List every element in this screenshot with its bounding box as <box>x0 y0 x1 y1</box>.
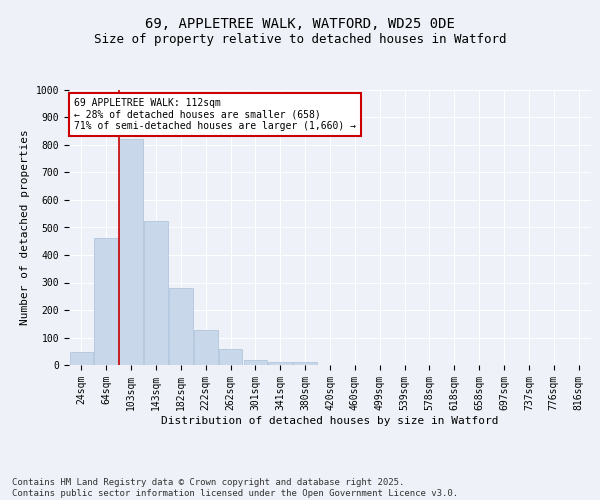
Bar <box>219 349 242 365</box>
Text: 69 APPLETREE WALK: 112sqm
← 28% of detached houses are smaller (658)
71% of semi: 69 APPLETREE WALK: 112sqm ← 28% of detac… <box>74 98 356 132</box>
Bar <box>293 362 317 365</box>
Text: Contains HM Land Registry data © Crown copyright and database right 2025.
Contai: Contains HM Land Registry data © Crown c… <box>12 478 458 498</box>
Bar <box>119 140 143 365</box>
Text: 69, APPLETREE WALK, WATFORD, WD25 0DE: 69, APPLETREE WALK, WATFORD, WD25 0DE <box>145 18 455 32</box>
Bar <box>268 362 292 365</box>
Bar <box>94 238 118 365</box>
Bar <box>70 352 93 365</box>
Bar <box>169 288 193 365</box>
X-axis label: Distribution of detached houses by size in Watford: Distribution of detached houses by size … <box>161 416 499 426</box>
Bar <box>194 330 218 365</box>
Y-axis label: Number of detached properties: Number of detached properties <box>20 130 30 326</box>
Text: Size of property relative to detached houses in Watford: Size of property relative to detached ho… <box>94 32 506 46</box>
Bar <box>144 220 168 365</box>
Bar <box>244 360 267 365</box>
